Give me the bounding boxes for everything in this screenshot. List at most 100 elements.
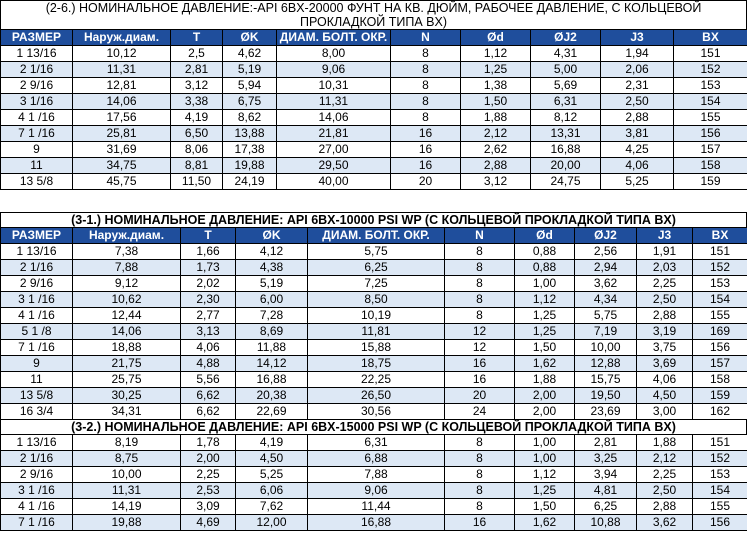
section-1-header-cell: Ød [460,29,531,46]
section-3-cell: 3,09 [180,498,236,515]
section-1-table-row: 7 1 /16 25,81 6,50 13,88 21,81 16 2,12 13,31 3,8… [0,125,747,142]
section-1-table-row: 9 31,69 8,06 17,38 27,00 16 2,62 16,88 4,25 157 [0,141,747,158]
section-2-cell: 12 [444,339,515,356]
section-2-header-cell: Ød [514,227,575,244]
section-2-cell: 15,88 [307,339,445,356]
section-2-cell: 8 [444,259,515,276]
section-2-cell: 22,25 [307,371,445,388]
section-3-cell: 8 [444,434,515,451]
section-1-header-cell: N [390,29,461,46]
section-2-header-cell: T [180,227,236,244]
section-3-cell: 1,00 [514,450,575,467]
section-1-cell: 5,69 [530,77,601,94]
section-3-cell: 1,62 [514,514,575,531]
section-3-cell: 19,88 [72,514,181,531]
section-1-cell: 3,12 [460,173,531,190]
section-2-cell: 4,06 [180,339,236,356]
section-1-cell: 8 [390,77,461,94]
section-3-cell: 153 [692,466,747,483]
section-1-cell: 2,88 [460,157,531,174]
section-3-cell: 10,88 [574,514,637,531]
section-1-title-line1: (2-6.) НОМИНАЛЬНОЕ ДАВЛЕНИЕ:-API 6BX-200… [45,1,702,15]
section-2-cell: 1,12 [514,291,575,308]
section-2-cell: 152 [692,259,747,276]
section-1-cell: 11 [0,157,73,174]
section-3-cell: 8 [444,450,515,467]
section-2-cell: 1 13/16 [0,243,73,260]
section-2-table-row: 16 3/4 34,31 6,62 22,69 30,56 24 2,00 23,69 3,00… [0,403,747,420]
section-2-cell: 16 [444,371,515,388]
section-2-cell: 151 [692,243,747,260]
section-3-cell: 7,88 [307,466,445,483]
section-3-cell: 6,31 [307,434,445,451]
section-1-cell: 9,06 [276,61,391,78]
section-2-cell: 2,77 [180,307,236,324]
section-1-cell: 24,19 [222,173,277,190]
section-3-cell: 4 1 /16 [0,498,73,515]
section-2-cell: 30,56 [307,403,445,420]
section-1-table-row: 13 5/8 45,75 11,50 24,19 40,00 20 3,12 24,75 5,2… [0,173,747,190]
section-2-cell: 1,00 [514,275,575,292]
section-1-cell: 2,31 [600,77,674,94]
section-1-cell: 14,06 [276,109,391,126]
section-2-cell: 2 1/16 [0,259,73,276]
section-2-cell: 8 [444,275,515,292]
section-1-cell: 3,12 [170,77,223,94]
section-2-cell: 1,91 [636,243,693,260]
section-1-cell: 11,50 [170,173,223,190]
section-2-cell: 7,88 [72,259,181,276]
section-2-cell: 26,50 [307,387,445,404]
section-2-cell: 22,69 [235,403,308,420]
section-2-cell: 11 [0,371,73,388]
section-1-header-cell: РАЗМЕР [0,29,73,46]
section-1-cell: 8 [390,93,461,110]
section-2-table-row: 11 25,75 5,56 16,88 22,25 16 1,88 15,75 4,06 158 [0,371,747,388]
section-1-cell: 154 [673,93,747,110]
section-3-cell: 3,94 [574,466,637,483]
section-2-cell: 11,88 [235,339,308,356]
section-2-table: РАЗМЕР Наруж.диам. T ØK ДИАМ. БОЛТ. ОКР. N Ød Ø… [0,227,747,420]
section-2-cell: 30,25 [72,387,181,404]
section-1-cell: 2 1/16 [0,61,73,78]
section-1-cell: 16 [390,125,461,142]
section-3-cell: 5,25 [235,466,308,483]
section-1-cell: 153 [673,77,747,94]
section-3-cell: 16 [444,514,515,531]
section-2-cell: 21,75 [72,355,181,372]
section-3-cell: 8,75 [72,450,181,467]
section-2-cell: 2,02 [180,275,236,292]
section-3-cell: 151 [692,434,747,451]
section-2-cell: 18,88 [72,339,181,356]
section-1-cell: 6,31 [530,93,601,110]
section-1-cell: 8,12 [530,109,601,126]
section-2-cell: 158 [692,371,747,388]
section-2-cell: 7 1 /16 [0,339,73,356]
section-1-cell: 152 [673,61,747,78]
section-1: (2-6.) НОМИНАЛЬНОЕ ДАВЛЕНИЕ:-API 6BX-200… [0,0,747,190]
section-1-cell: 19,88 [222,157,277,174]
section-2-cell: 2,00 [514,387,575,404]
section-1-table-row: 3 1/16 14,06 3,38 6,75 11,31 8 1,50 6,31 2,50 154 [0,93,747,110]
section-3-cell: 14,19 [72,498,181,515]
section-2-cell: 0,88 [514,243,575,260]
section-1-cell: 151 [673,45,747,62]
section-2: (3-1.) НОМИНАЛЬНОЕ ДАВЛЕНИЕ: API 6BX-100… [0,212,747,531]
section-2-cell: 13 5/8 [0,387,73,404]
section-3-cell: 2,88 [636,498,693,515]
section-3-cell: 1,88 [636,434,693,451]
section-2-cell: 2,50 [636,291,693,308]
section-1-cell: 8,62 [222,109,277,126]
section-1-title: (2-6.) НОМИНАЛЬНОЕ ДАВЛЕНИЕ:-API 6BX-200… [0,0,747,29]
section-2-cell: 1,62 [514,355,575,372]
section-1-cell: 20,00 [530,157,601,174]
section-3-cell: 2,12 [636,450,693,467]
section-1-cell: 31,69 [72,141,171,158]
section-1-cell: 21,81 [276,125,391,142]
section-2-cell: 6,00 [235,291,308,308]
section-3-cell: 1 13/16 [0,434,73,451]
section-2-cell: 162 [692,403,747,420]
section-1-cell: 6,75 [222,93,277,110]
section-1-cell: 156 [673,125,747,142]
section-2-cell: 2,25 [636,275,693,292]
section-2-cell: 20,38 [235,387,308,404]
